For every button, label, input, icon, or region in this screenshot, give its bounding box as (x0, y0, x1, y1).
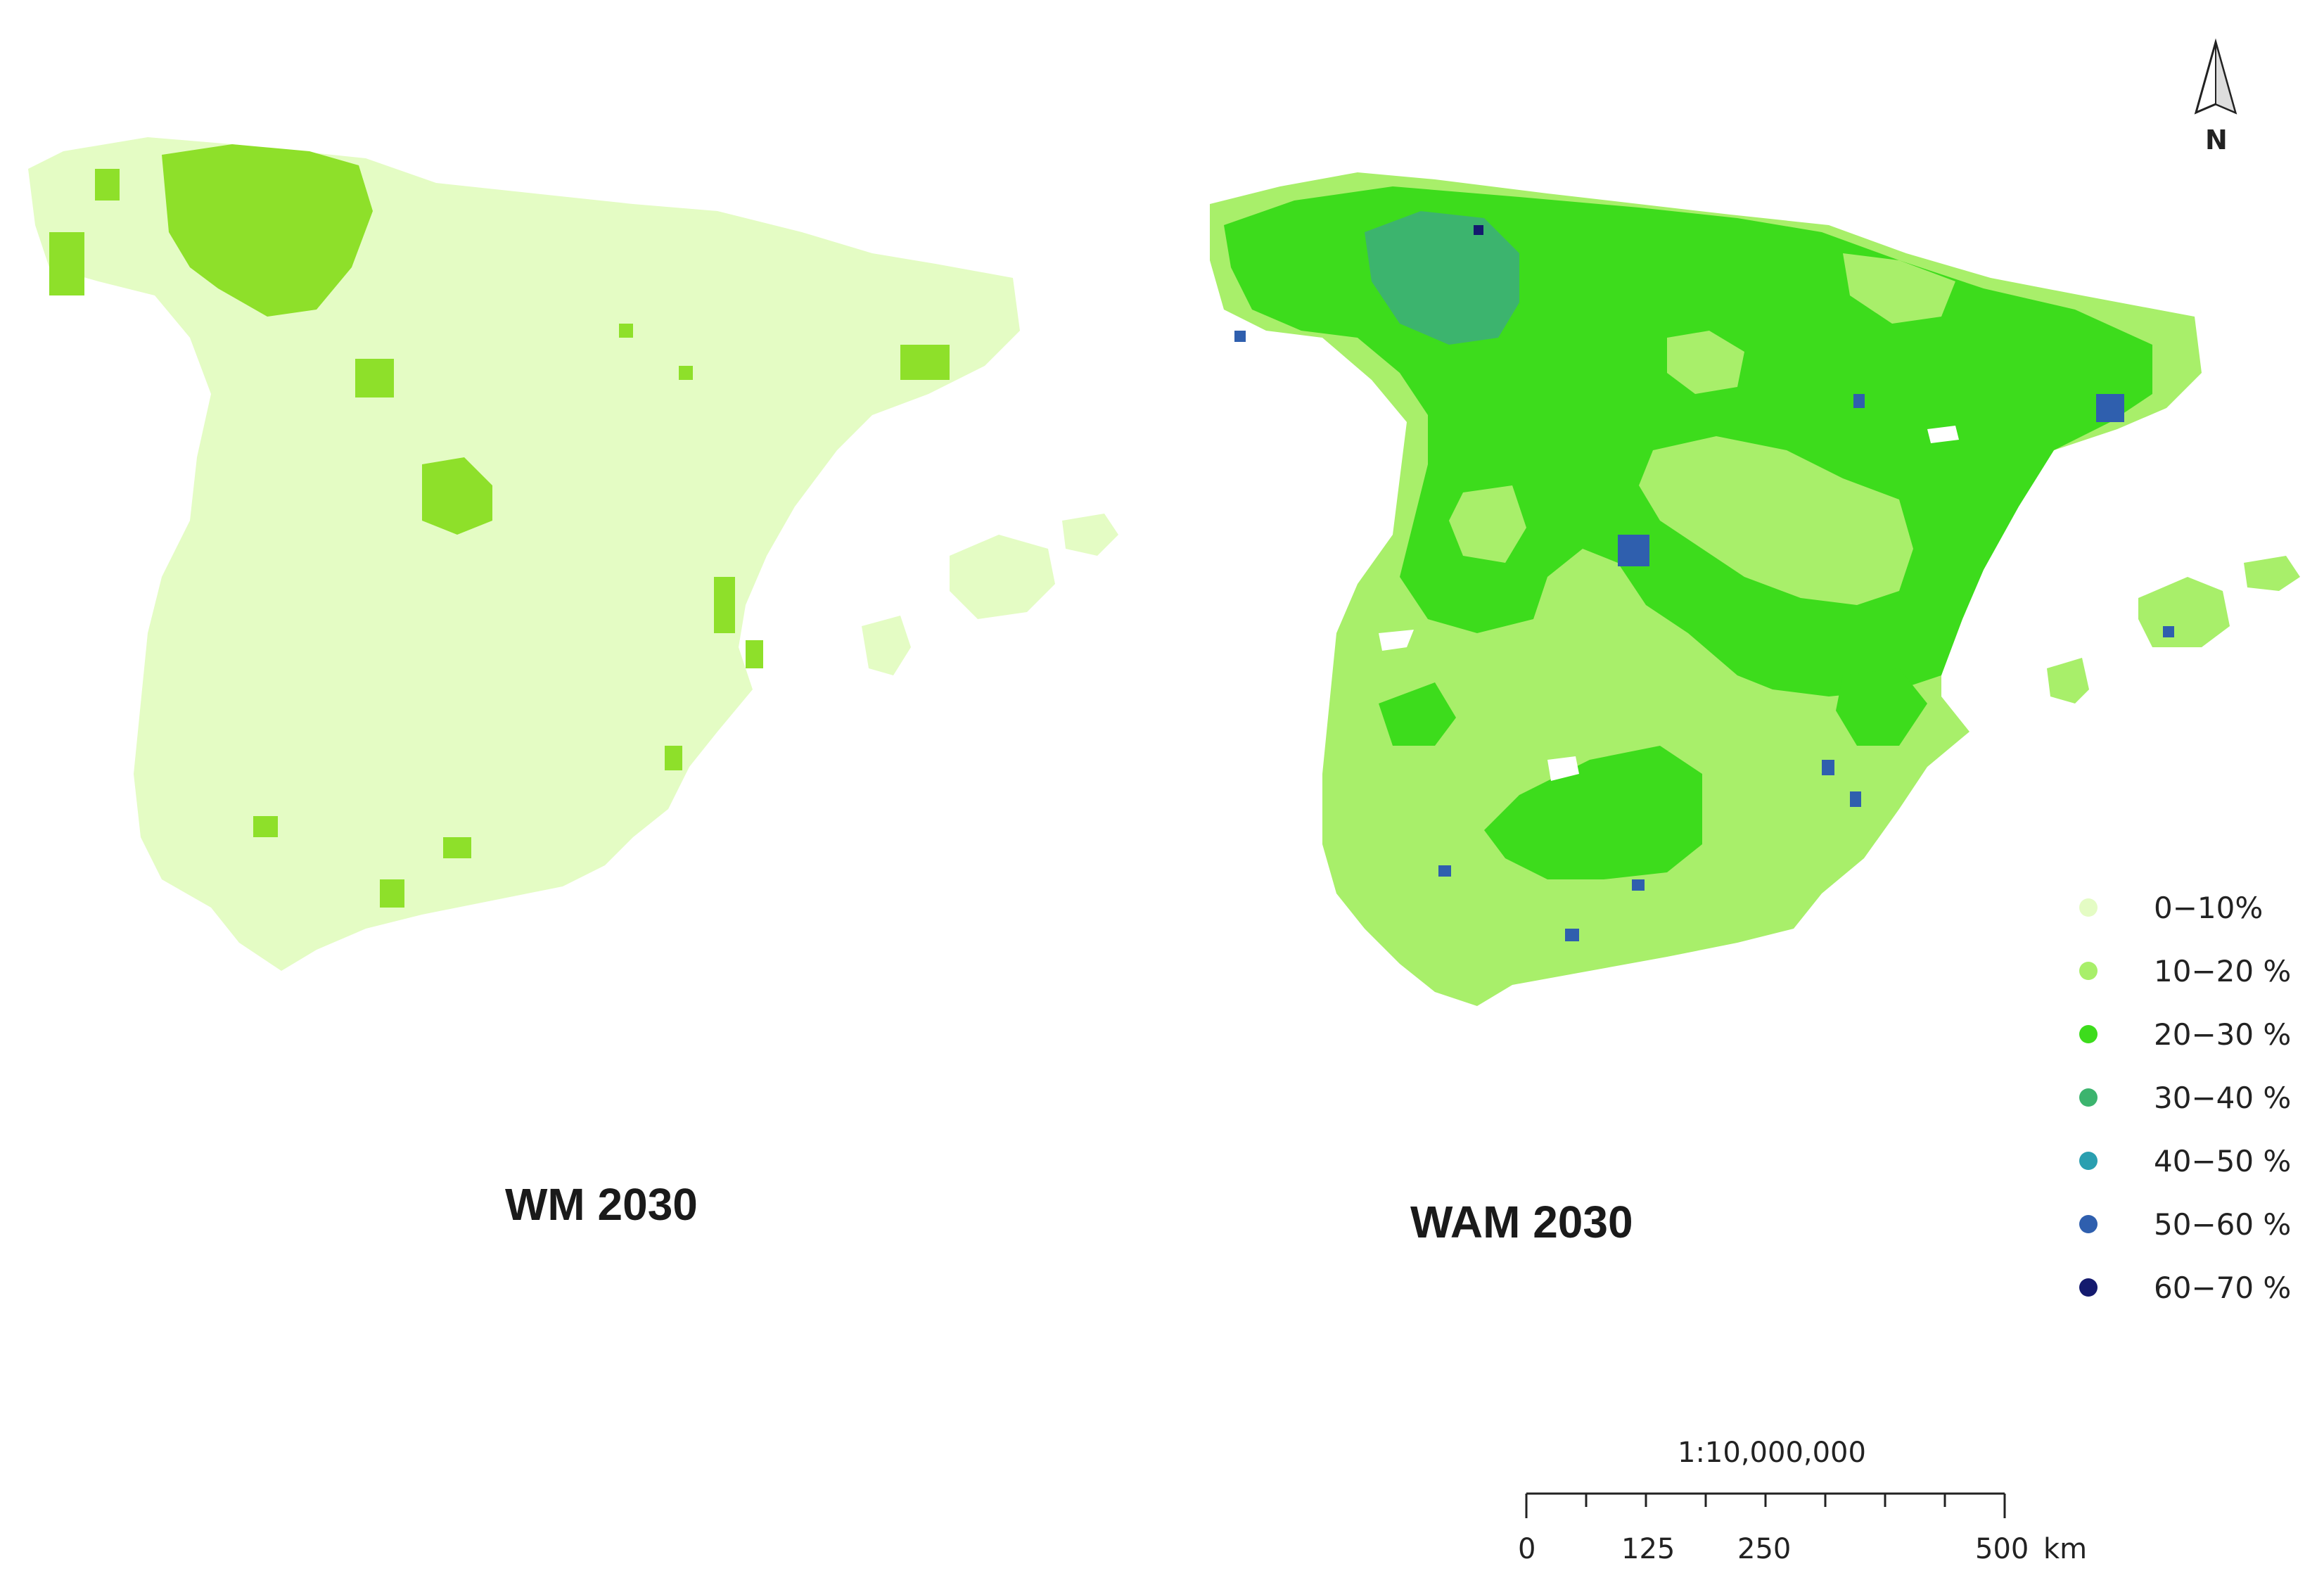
map-wam-2030 (1210, 172, 2300, 1006)
wm-balearic-menorca (1062, 514, 1118, 556)
panel-title-wam: WAM 2030 (1410, 1197, 1633, 1247)
wm-patch-small-1 (95, 169, 120, 201)
wam-light-interior-east (1639, 436, 1913, 605)
legend-item: 30−40 % (2068, 1066, 2291, 1129)
wm-mainland (28, 137, 1020, 971)
legend-item: 60−70 % (2068, 1256, 2291, 1319)
wam-balearic-mallorca (2138, 577, 2230, 647)
wam-mid-south (1484, 746, 1702, 879)
scale-label-500: 500 (1975, 1533, 2029, 1565)
legend-label: 40−50 % (2154, 1143, 2292, 1178)
wam-hotspot-5 (1438, 865, 1451, 877)
wm-patch-center-north (355, 359, 394, 397)
north-arrow-label: N (2205, 125, 2228, 155)
wm-patch-small-2 (619, 324, 633, 338)
legend-swatch (2079, 898, 2098, 917)
wam-hotspot-6 (1853, 394, 1865, 408)
wm-balearic-mallorca (950, 535, 1055, 619)
wm-patch-valencia-1 (714, 577, 735, 633)
legend-item: 40−50 % (2068, 1129, 2291, 1192)
wm-patch-south-3 (253, 816, 278, 837)
wam-light-northeast (1843, 253, 1955, 324)
wm-patch-barcelona (900, 345, 950, 380)
scale-label-250: 250 (1737, 1533, 1791, 1565)
legend-label: 20−30 % (2154, 1017, 2292, 1052)
scale-label-0: 0 (1518, 1533, 1536, 1565)
scale-label-125: 125 (1621, 1533, 1675, 1565)
legend-label: 30−40 % (2154, 1080, 2292, 1115)
wam-gap-3 (1927, 426, 1959, 443)
wm-patch-south-4 (380, 879, 404, 908)
wam-balearic-ibiza (2047, 658, 2089, 704)
scale-unit: km (2043, 1533, 2087, 1565)
wm-patch-valencia-2 (746, 640, 763, 668)
wam-hotspot-balearic (2163, 626, 2174, 637)
wam-mid-southwest (1379, 682, 1456, 746)
wam-light-interior-west (1449, 485, 1526, 563)
wm-balearic-ibiza (862, 616, 911, 675)
legend-swatch (2079, 1215, 2098, 1233)
legend-swatch (2079, 1088, 2098, 1107)
wm-patch-northwest (162, 144, 373, 317)
legend-item: 10−20 % (2068, 939, 2291, 1003)
legend-label: 10−20 % (2154, 953, 2292, 988)
wam-hotspot-7 (1474, 225, 1483, 235)
legend-item: 0−10% (2068, 876, 2291, 939)
north-arrow: N (2194, 38, 2237, 155)
wm-patch-south-1 (665, 746, 682, 770)
wam-gap-1 (1379, 630, 1414, 651)
legend-swatch (2079, 1152, 2098, 1170)
legend-item: 20−30 % (2068, 1003, 2291, 1066)
wam-mid-southeast (1836, 668, 1927, 746)
scale-ratio: 1:10,000,000 (1678, 1437, 1866, 1469)
legend-swatch (2079, 962, 2098, 980)
wm-patch-small-3 (679, 366, 693, 380)
north-arrow-shade (2215, 42, 2237, 114)
legend-swatch (2079, 1025, 2098, 1043)
legend-label: 50−60 % (2154, 1207, 2292, 1242)
legend-item: 50−60 % (2068, 1192, 2291, 1256)
wam-light-interior-north (1667, 331, 1744, 394)
wam-hotspot-3 (1632, 879, 1645, 891)
wam-teal-northwest (1365, 211, 1519, 345)
wam-hotspot-madrid (1618, 535, 1649, 566)
wam-balearic-menorca (2244, 556, 2300, 591)
wam-hotspot-1 (1822, 760, 1834, 775)
legend: 0−10% 10−20 % 20−30 % 30−40 % 40−50 % 50… (2068, 876, 2291, 1319)
wam-hotspot-8 (1234, 331, 1246, 342)
wam-gap-2 (1547, 756, 1579, 781)
wm-patch-madrid (422, 457, 492, 535)
scale-bar: 1:10,000,000 0 125 250 500 km (1518, 1437, 2087, 1565)
wm-patch-south-2 (443, 837, 471, 858)
legend-swatch (2079, 1278, 2098, 1297)
wam-hotspot-2 (1850, 791, 1861, 807)
wam-hotspot-barcelona (2096, 394, 2124, 422)
wm-patch-coast (49, 232, 84, 295)
legend-label: 60−70 % (2154, 1270, 2292, 1305)
map-wm-2030 (28, 137, 1118, 971)
panel-title-wm: WM 2030 (505, 1179, 698, 1230)
legend-label: 0−10% (2154, 890, 2264, 925)
wam-hotspot-4 (1565, 929, 1579, 941)
